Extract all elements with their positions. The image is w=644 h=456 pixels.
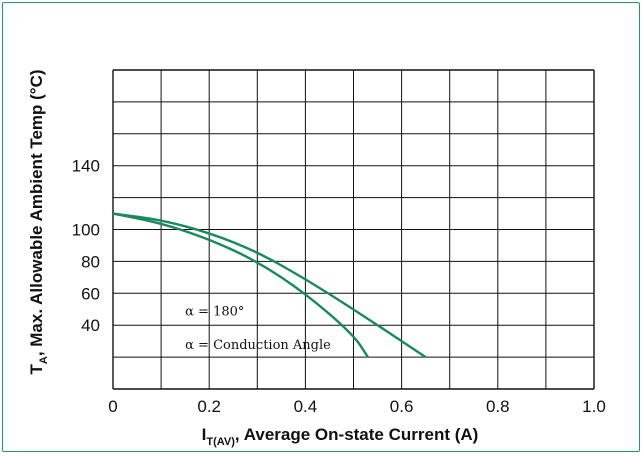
y-tick-label: 80 [81, 252, 100, 271]
series-lines [112, 212, 427, 359]
series-line-1 [112, 212, 369, 358]
x-axis-label-sub: T(AV) [206, 436, 235, 448]
y-axis-label-suffix: , Max. Allowable Ambient Temp (°C) [27, 69, 46, 356]
y-tick-labels: 40 60 80 100 140 [72, 157, 100, 336]
y-tick-label: 100 [72, 221, 100, 240]
x-tick-label: 0.4 [294, 397, 318, 416]
x-tick-label: 0.6 [390, 397, 414, 416]
x-tick-label: 0.8 [486, 397, 510, 416]
y-tick-label: 60 [81, 284, 100, 303]
series-line-2 [112, 212, 427, 359]
x-tick-label: 0.2 [197, 397, 221, 416]
x-axis-label-prefix: I [202, 425, 207, 444]
x-tick-label: 0 [108, 397, 117, 416]
annotations: α = 180° α = Conduction Angle [185, 305, 331, 353]
x-axis-label: IT(AV), Average On-state Current (A) [202, 425, 479, 448]
x-tick-labels: 0 0.2 0.4 0.6 0.8 1.0 [108, 397, 606, 416]
chart-frame [2, 2, 640, 452]
y-tick-label: 140 [72, 157, 100, 176]
y-tick-label: 40 [81, 316, 100, 335]
y-axis-label-prefix: T [27, 364, 46, 375]
annotation-1: α = 180° [185, 305, 244, 320]
x-tick-label: 1.0 [582, 397, 606, 416]
annotation-2: α = Conduction Angle [185, 338, 331, 353]
y-axis-label-sub: A [38, 356, 50, 364]
x-axis-label-suffix: , Average On-state Current (A) [235, 425, 478, 444]
y-axis-label: TA, Max. Allowable Ambient Temp (°C) [27, 69, 50, 374]
